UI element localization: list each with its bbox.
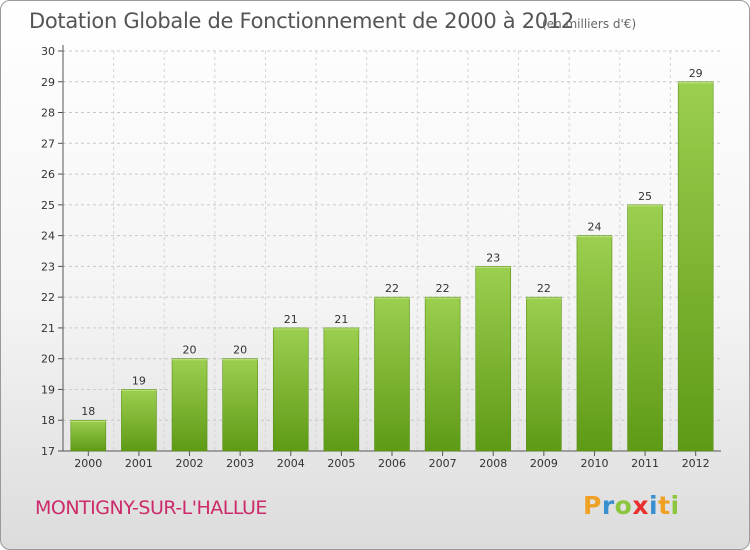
y-tick-label: 27 [41, 137, 55, 150]
data-label: 18 [81, 405, 95, 418]
bar [171, 358, 208, 452]
logo-letter: o [614, 491, 633, 520]
bar [121, 389, 157, 452]
y-tick-label: 29 [41, 76, 55, 89]
bar [526, 296, 562, 452]
logo-letter: i [649, 491, 659, 520]
x-tick-label: 2011 [631, 457, 659, 470]
data-label: 24 [587, 221, 601, 234]
x-tick-label: 2003 [226, 457, 254, 470]
data-label: 22 [436, 282, 450, 295]
chart-unit: (en milliers d'€) [542, 17, 637, 31]
proxiti-logo[interactable]: Proxiti [583, 491, 680, 520]
x-tick-label: 2002 [176, 457, 204, 470]
y-tick-label: 21 [41, 322, 55, 335]
y-tick-label: 24 [41, 230, 55, 243]
bar [627, 204, 663, 452]
y-tick-label: 30 [41, 45, 55, 58]
labels: 17 18 19 20 21 22 23 24 25 26 27 28 29 30 18 2000 19 2001… [41, 45, 710, 470]
x-tick-label: 2009 [530, 457, 558, 470]
bar [323, 327, 360, 452]
x-tick-label: 2001 [125, 457, 153, 470]
x-tick-label: 2004 [277, 457, 305, 470]
y-tick-label: 20 [41, 353, 55, 366]
x-tick-label: 2012 [682, 457, 710, 470]
logo-letter: t [658, 491, 671, 520]
data-label: 21 [334, 313, 348, 326]
data-label: 20 [233, 344, 247, 357]
data-label: 20 [183, 344, 197, 357]
y-tick-label: 23 [41, 260, 55, 273]
data-label: 19 [132, 374, 146, 387]
bar [677, 81, 714, 452]
x-tick-label: 2000 [74, 457, 102, 470]
y-tick-label: 17 [41, 445, 55, 458]
data-label: 22 [385, 282, 399, 295]
data-label: 21 [284, 313, 298, 326]
x-tick-label: 2008 [479, 457, 507, 470]
logo-letter: x [632, 491, 649, 520]
bar [424, 296, 461, 452]
data-label: 23 [486, 251, 500, 264]
y-tick-label: 28 [41, 107, 55, 120]
bar [70, 419, 107, 452]
bars [70, 81, 714, 452]
x-tick-label: 2005 [327, 457, 355, 470]
y-tick-label: 25 [41, 199, 55, 212]
x-tick-label: 2010 [580, 457, 608, 470]
y-tick-label: 22 [41, 291, 55, 304]
y-tick-label: 26 [41, 168, 55, 181]
bar [475, 266, 512, 452]
x-tick-label: 2007 [429, 457, 457, 470]
logo-letter: i [670, 491, 680, 520]
data-label: 25 [638, 190, 652, 203]
x-tick-label: 2006 [378, 457, 406, 470]
bar [374, 296, 410, 452]
chart-title: Dotation Globale de Fonctionnement de 20… [29, 9, 574, 33]
y-tick-label: 18 [41, 414, 55, 427]
logo-letter: P [583, 491, 602, 520]
data-label: 29 [689, 67, 703, 80]
y-tick-label: 19 [41, 383, 55, 396]
bar [222, 358, 258, 452]
bar [272, 327, 309, 452]
data-label: 22 [537, 282, 551, 295]
commune-name: MONTIGNY-SUR-L'HALLUE [35, 497, 267, 519]
logo-letter: r [601, 491, 615, 520]
bar [576, 235, 613, 452]
